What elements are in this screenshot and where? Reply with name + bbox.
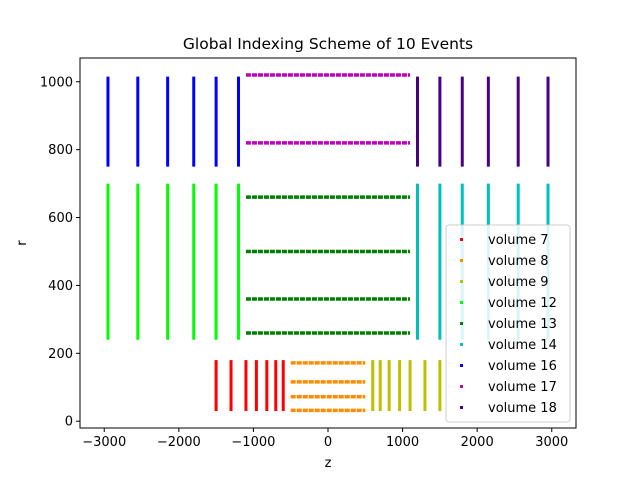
legend-label: volume 12 [488,296,557,311]
x-axis-label: z [325,456,332,471]
legend-label: volume 7 [488,233,549,248]
data-marks [106,73,550,413]
legend-label: volume 17 [488,380,557,395]
x-axis: −3000 −2000 −1000 0 1000 2000 3000 [82,428,568,450]
x-tick-label: −3000 [82,435,126,450]
y-axis-label: r [15,240,30,246]
x-tick-label: 3000 [535,435,568,450]
legend-box [445,224,571,423]
legend-marker [460,238,463,241]
legend-label: volume 16 [488,359,557,374]
series-volume-16 [106,76,240,167]
legend: volume 7 volume 8 volume 9 volume 12 volume … [445,224,571,423]
y-axis: 0 200 400 600 800 1000 [40,75,80,430]
legend-marker [460,343,463,346]
legend-marker [460,322,463,325]
legend-label: volume 13 [488,317,557,332]
x-tick-label: 2000 [461,435,494,450]
y-tick-label: 200 [48,347,73,362]
legend-label: volume 8 [488,254,549,269]
legend-marker [460,385,463,388]
y-tick-label: 600 [48,211,73,226]
x-tick-label: −1000 [231,435,275,450]
legend-marker [460,364,463,367]
y-tick-label: 0 [65,415,73,430]
legend-marker [460,259,463,262]
series-volume-13 [245,195,411,335]
legend-label: volume 18 [488,401,557,416]
x-tick-label: 1000 [386,435,419,450]
legend-marker [460,406,463,409]
series-volume-8 [290,361,366,413]
chart-title: Global Indexing Scheme of 10 Events [183,35,473,53]
y-tick-label: 1000 [40,75,73,90]
y-tick-label: 800 [48,143,73,158]
series-volume-7 [214,360,285,412]
series-volume-9 [371,360,442,412]
x-tick-label: 0 [324,435,332,450]
x-tick-label: −2000 [157,435,201,450]
legend-label: volume 14 [488,338,557,353]
legend-marker [460,280,463,283]
legend-label: volume 9 [488,275,549,290]
series-volume-17 [245,73,411,145]
series-volume-18 [416,76,550,167]
legend-marker [460,301,463,304]
series-volume-12 [106,183,240,340]
y-tick-label: 400 [48,279,73,294]
